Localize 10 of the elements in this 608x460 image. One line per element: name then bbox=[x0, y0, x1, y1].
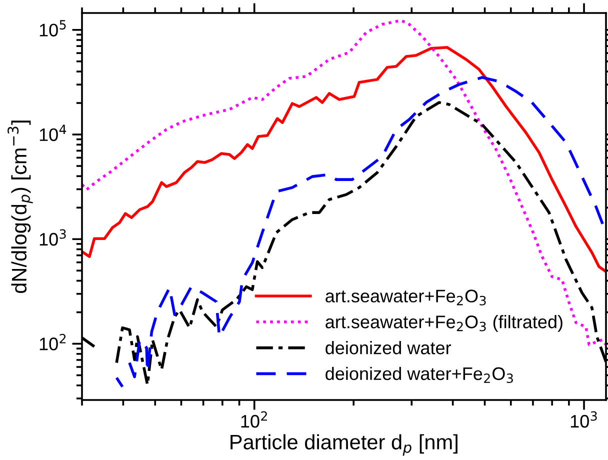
y-tick-label: 10$^{4}$ bbox=[40, 124, 66, 142]
legend-label: deionized water+Fe$_{2}$O$_{3}$ bbox=[326, 366, 513, 384]
legend-label: art.seawater+Fe$_{2}$O$_{3}$ (filtrated) bbox=[326, 315, 562, 332]
y-axis-title: dN/dlog(d$_{p}$) [cm$^{−3}$] bbox=[8, 120, 33, 294]
x-axis-title: Particle diameter d$_{p}$ [nm] bbox=[230, 434, 458, 456]
legend-label: art.seawater+Fe$_{2}$O$_{3}$ bbox=[326, 290, 486, 306]
y-tick-label: 10$^{5}$ bbox=[40, 20, 66, 36]
y-tick-label: 10$^{3}$ bbox=[40, 229, 66, 246]
y-tick-label: 10$^{2}$ bbox=[40, 334, 66, 350]
legend-label: deionized water bbox=[326, 341, 452, 354]
